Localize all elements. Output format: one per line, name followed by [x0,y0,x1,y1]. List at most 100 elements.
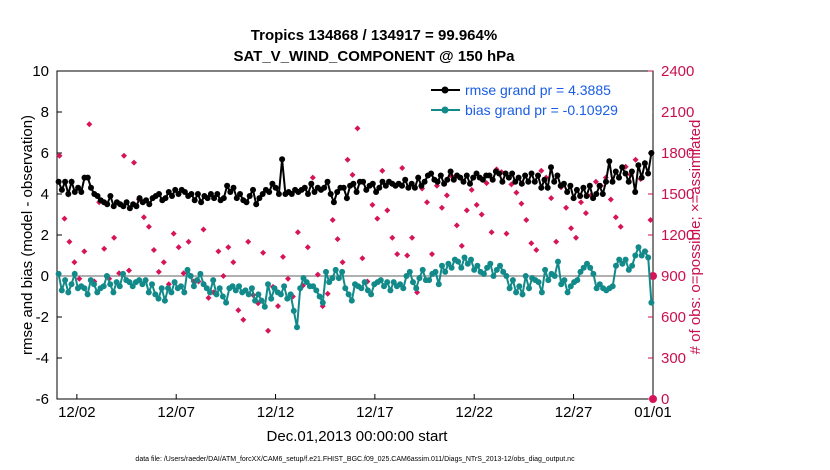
bias-point [136,277,143,284]
rmse-point [175,191,182,197]
obs-assimilated-mark [518,200,525,207]
rmse-point [399,182,405,189]
rmse-point [421,178,428,185]
rmse-point [172,186,179,193]
obs-edge-mark [649,272,657,280]
rmse-point [169,193,175,199]
rmse-point [535,172,541,179]
rmse-point [551,178,558,185]
rmse-point [599,191,606,197]
bias-point [419,266,426,273]
obs-assimilated-mark [359,255,366,262]
obs-assimilated-mark [101,245,108,252]
obs-assimilated-mark [81,248,88,255]
rmse-point [133,203,140,210]
x-tick-label: 01/01 [634,404,672,421]
rmse-point [373,189,380,195]
obs-assimilated-mark [349,171,356,178]
rmse-point [194,191,201,197]
bias-point [178,283,184,290]
x-axis-label: Dec.01,2013 00:00:00 start [267,428,449,445]
rmse-point [648,150,655,156]
rmse-point [71,189,78,195]
rmse-point [622,170,629,177]
rmse-point [311,189,318,195]
rmse-point [253,201,260,208]
bias-point [232,287,239,294]
rmse-point [541,176,548,183]
left-tick-label: -6 [36,391,49,408]
bias-point [329,275,336,282]
obs-assimilated-mark [354,125,361,132]
rmse-point [496,170,503,177]
obs-assimilated-mark [379,167,386,174]
bias-point [268,295,275,302]
rmse-point [68,178,75,185]
rmse-point [509,170,516,177]
rmse-point [505,174,512,181]
obs-assimilated-mark [424,199,430,206]
right-tick-label: 2100 [661,104,694,121]
rmse-point [418,182,425,189]
rmse-point [625,178,632,185]
rmse-point [376,184,383,191]
bias-point [335,275,342,282]
bias-point [413,285,420,292]
rmse-point [269,180,276,187]
bias-point [439,262,445,269]
obs-assimilated-mark [155,268,162,275]
rmse-point [570,195,577,202]
obs-assimilated-mark [548,195,555,202]
obs-assimilated-mark [453,222,460,229]
bias-point [616,256,623,263]
rmse-point [635,162,642,169]
bias-point [310,283,317,290]
bias-point [103,273,110,279]
rmse-point [324,178,331,185]
legend-bias-label: bias grand pr = -0.10929 [465,102,618,118]
obs-assimilated-mark [66,238,73,245]
rmse-point [528,170,535,177]
bias-point [535,279,542,286]
rmse-point [224,182,231,189]
right-tick-label: 2400 [661,63,694,80]
bias-point [364,287,371,294]
rmse-point [360,178,367,185]
bias-point [551,273,558,279]
obs-assimilated-mark [513,189,520,196]
obs-assimilated-mark [568,225,575,232]
bias-point [210,277,217,284]
bias-point [152,291,159,298]
bias-point [580,264,587,271]
rmse-point [272,184,279,191]
bias-point [625,266,632,273]
obs-assimilated-mark [175,244,182,251]
bias-point [149,281,155,288]
rmse-point [548,164,554,171]
bias-point [323,268,329,275]
bias-point [516,283,523,290]
rmse-point [340,184,347,191]
rmse-point [198,199,205,206]
rmse-point [460,178,467,185]
rmse-point [321,184,328,191]
rmse-point [450,176,457,183]
bias-point [480,270,487,277]
bias-point [387,287,394,294]
bias-point [519,291,526,298]
bias-point [120,270,126,277]
bias-point [313,287,320,294]
bias-point [181,289,188,296]
rmse-point [470,174,477,181]
obs-assimilated-mark [235,307,242,314]
rmse-point [65,191,72,197]
bias-point [255,291,262,298]
obs-assimilated-mark [404,252,411,259]
obs-assimilated-mark [523,217,530,223]
bias-point [248,285,255,292]
bias-point [590,270,597,277]
rmse-point [227,189,234,195]
obs-edge-mark [649,395,657,403]
rmse-point [156,191,162,197]
